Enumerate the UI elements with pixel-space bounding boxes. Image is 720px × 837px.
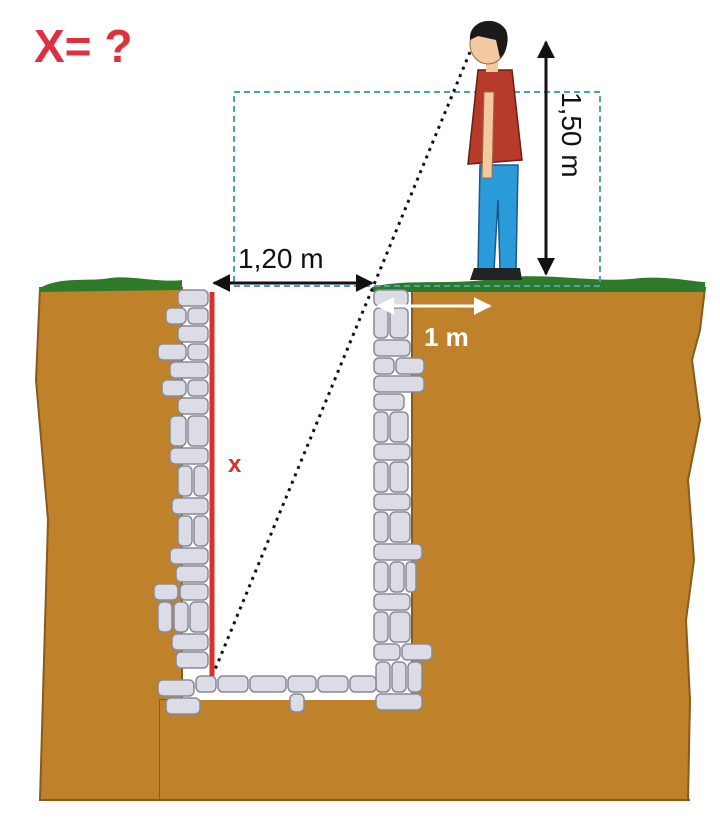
question-title: X= ?: [34, 20, 132, 72]
well-interior: [205, 288, 375, 680]
guide-box: [233, 91, 601, 287]
well-wall-right: [373, 289, 433, 711]
offset-label: 1 m: [424, 322, 469, 352]
person-icon: [467, 20, 523, 280]
height-label: 1,50 m: [556, 92, 587, 178]
soil-bottom: [160, 700, 412, 800]
soil-right: [399, 287, 707, 801]
width-label: 1,20 m: [238, 243, 324, 274]
grass-left: [40, 277, 182, 292]
well-floor: [157, 675, 377, 715]
unknown-label: x: [228, 451, 242, 478]
well-wall-left: [153, 289, 209, 669]
grass-right: [372, 276, 705, 292]
